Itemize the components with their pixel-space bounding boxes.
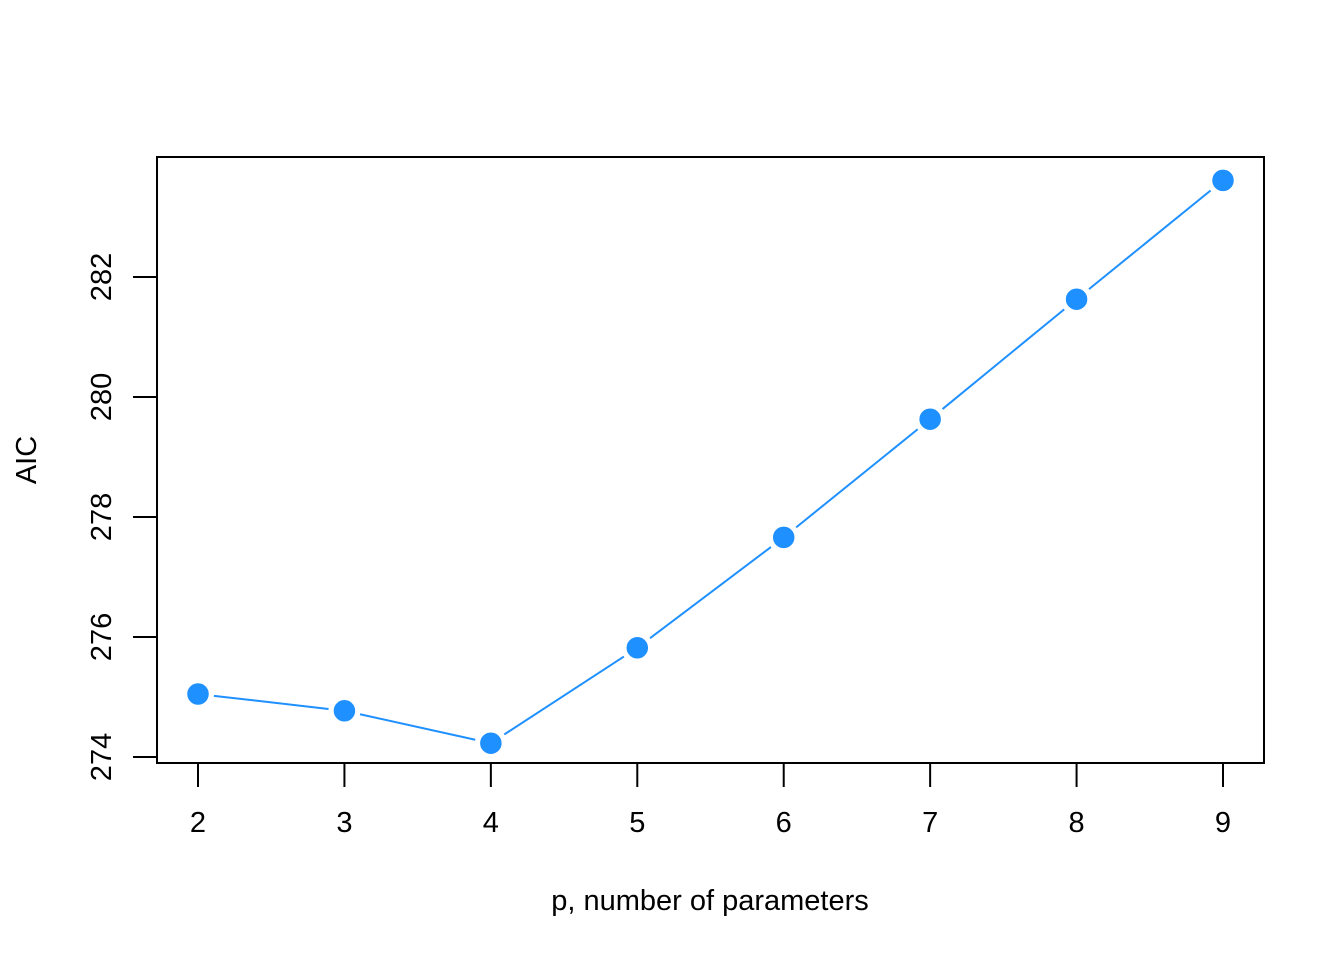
series-layer <box>185 168 1236 756</box>
x-tick-label: 9 <box>1215 807 1231 839</box>
data-point <box>771 525 796 550</box>
series-line-segment <box>941 308 1065 410</box>
x-tick-label: 6 <box>776 807 792 839</box>
data-point <box>185 681 211 707</box>
series-line-segment <box>795 428 919 529</box>
y-tick-label: 278 <box>86 493 118 541</box>
series-line-segment <box>1088 189 1212 290</box>
series-line-segment <box>649 546 772 639</box>
y-axis: 274 276 278 280 282 <box>86 253 158 781</box>
y-axis-title: AIC <box>11 436 43 484</box>
y-tick-label: 282 <box>86 253 118 301</box>
x-tick-label: 5 <box>629 807 645 839</box>
x-tick-label: 3 <box>336 807 352 839</box>
data-point <box>625 635 650 661</box>
x-tick-label: 4 <box>483 807 499 839</box>
y-tick-label: 280 <box>86 373 118 421</box>
series-line-segment <box>503 655 625 736</box>
data-point <box>917 406 943 432</box>
series-line-segment <box>359 713 476 741</box>
x-axis: 2 3 4 5 6 7 8 9 <box>190 762 1231 839</box>
data-point <box>1210 168 1236 193</box>
x-tick-label: 2 <box>190 807 206 839</box>
data-point <box>332 698 357 724</box>
plot-frame <box>156 156 1265 764</box>
y-tick-label: 276 <box>86 613 118 661</box>
series-line-segment <box>213 694 329 710</box>
x-tick-label: 7 <box>922 807 938 839</box>
data-point <box>478 730 504 756</box>
data-point <box>1064 286 1089 312</box>
x-axis-title: p, number of parameters <box>551 885 869 917</box>
x-tick-label: 8 <box>1069 807 1085 839</box>
y-tick-label: 274 <box>86 733 118 781</box>
